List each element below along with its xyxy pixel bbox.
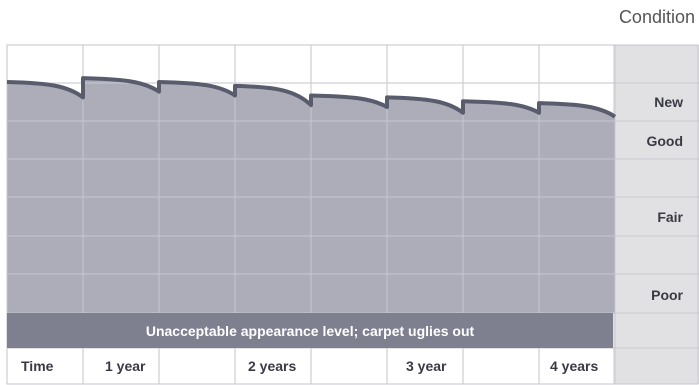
condition-curve [6,76,617,119]
y-label-new: New [654,94,683,110]
grid-frame [6,44,699,385]
condition-axis-title: Condition [618,7,695,27]
x-label-4-years: 4 years [550,358,599,374]
condition-column [613,45,699,384]
x-label-1-year: 1 year [105,358,146,374]
x-label-2-years: 2 years [248,358,297,374]
unacceptable-band [7,313,613,348]
unacceptable-band-label: Unacceptable appearance level; carpet ug… [145,322,475,339]
y-label-poor: Poor [651,287,683,303]
y-label-good: Good [646,133,683,149]
x-label-3-year: 3 year [406,358,447,374]
y-label-fair: Fair [657,209,683,225]
x-label-time: Time [21,358,54,374]
